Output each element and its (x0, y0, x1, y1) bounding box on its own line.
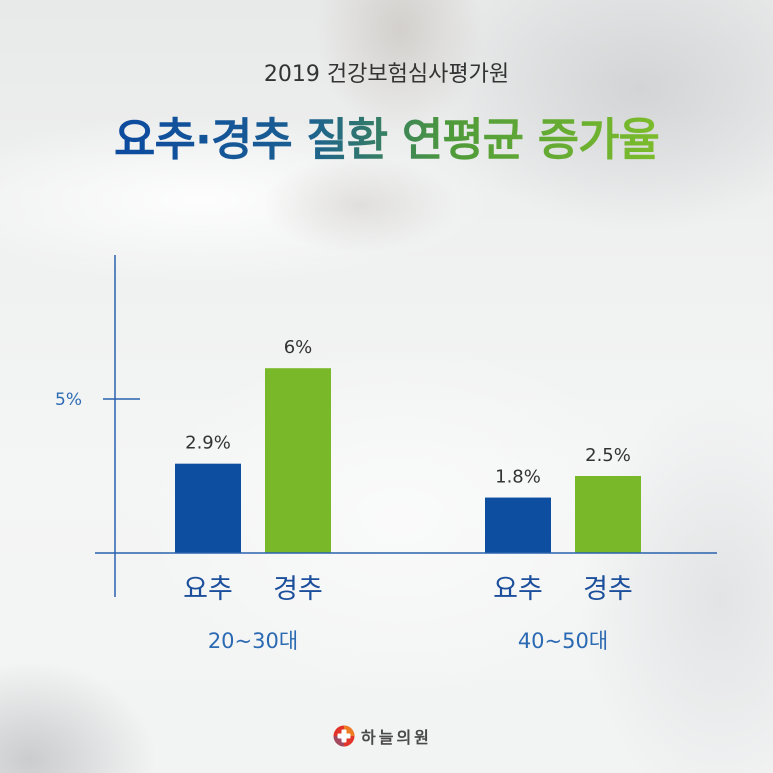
bar-1-1 (575, 476, 641, 553)
page-title-row: 요추·경추 질환 연평균 증가율 (0, 112, 773, 168)
logo-text: 하늘의원 (361, 728, 432, 747)
bar-1-0 (485, 497, 551, 553)
value-label: 2.5% (585, 445, 631, 466)
value-label: 2.9% (185, 433, 231, 454)
bar-category-label: 요추 (493, 574, 543, 605)
page-subtitle: 2019 건강보험심사평가원 (263, 62, 510, 87)
bar-category-label: 요추 (183, 574, 233, 605)
group-label: 40~50대 (518, 629, 608, 653)
bar-category-label: 경추 (273, 574, 323, 605)
value-label: 1.8% (495, 467, 541, 488)
value-label: 6% (284, 337, 313, 358)
bar-category-label: 경추 (583, 574, 633, 605)
y-tick-label: 5% (55, 390, 82, 410)
bar-0-1 (265, 368, 331, 553)
page-title: 요추·경추 질환 연평균 증가율 (114, 113, 660, 166)
bar-0-0 (175, 463, 241, 553)
group-label: 20~30대 (208, 629, 298, 653)
red-cross-icon (333, 725, 355, 747)
clinic-logo: 하늘의원 (333, 724, 432, 748)
